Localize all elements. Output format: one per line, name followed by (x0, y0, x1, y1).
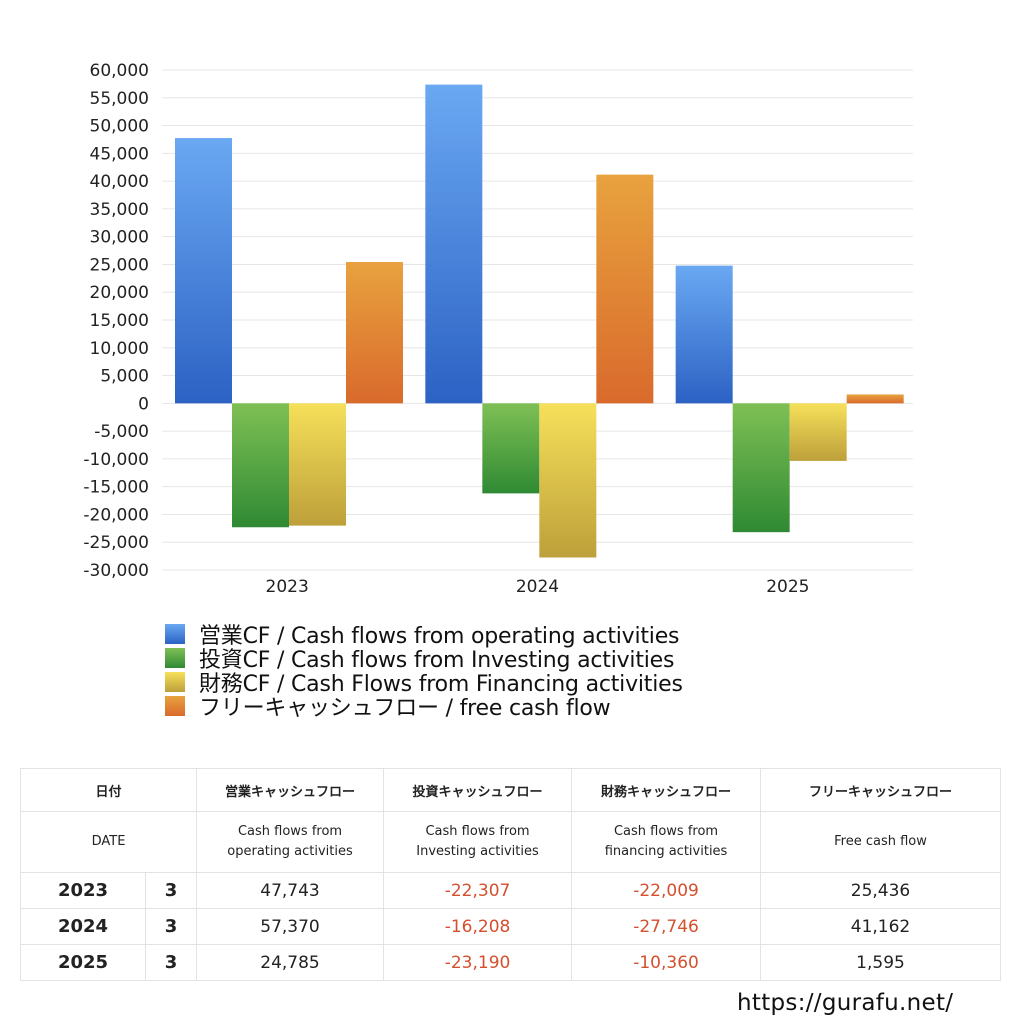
y-tick-label: 40,000 (90, 172, 149, 192)
bar-operating-2025 (675, 265, 733, 404)
row-investing: -22,307 (383, 872, 573, 909)
legend-item-free-cash-flow: フリーキャッシュフロー / free cash flow (165, 694, 683, 721)
header-financing-en: Cash flows from financing activities (571, 811, 762, 873)
y-tick-label: -20,000 (83, 505, 149, 525)
header-free-cash-flow-jp: フリーキャッシュフロー (760, 768, 1002, 812)
bar-free-cash-flow-2023 (346, 262, 403, 404)
y-tick-label: -15,000 (83, 478, 149, 498)
cash-flow-chart: 60,000 55,000 50,000 45,000 40,000 35,000 30,0… (83, 61, 913, 597)
row-investing: -23,190 (383, 944, 573, 981)
header-date-en: DATE (19, 811, 198, 873)
legend-label-investing: 投資CF / Cash flows from Investing activit… (199, 648, 675, 673)
y-tick-label: 50,000 (90, 117, 149, 137)
y-tick-label: 0 (138, 394, 149, 414)
legend-swatch-investing (165, 648, 185, 668)
header-investing-en-line2: Investing activities (416, 844, 539, 859)
legend-swatch-free-cash-flow (165, 696, 185, 716)
bar-operating-2024 (425, 84, 483, 404)
bar-investing-2023 (232, 403, 289, 528)
header-investing-en: Cash flows from Investing activities (383, 811, 573, 873)
row-financing: -22,009 (571, 872, 762, 909)
row-financing: -10,360 (571, 944, 762, 981)
y-tick-label: -5,000 (94, 422, 149, 442)
row-financing: -27,746 (571, 908, 762, 945)
table-header-en: DATE Cash flows from operating activities… (19, 811, 1002, 873)
row-month: 3 (144, 944, 198, 981)
row-operating: 57,370 (196, 908, 385, 945)
row-year: 2024 (20, 908, 146, 945)
legend-item-financing: 財務CF / Cash Flows from Financing activit… (165, 670, 683, 697)
legend-label-financing: 財務CF / Cash Flows from Financing activit… (199, 672, 683, 697)
row-free-cash-flow: 1,595 (760, 944, 1002, 981)
legend-swatch-financing (165, 672, 185, 692)
y-tick-label: 5,000 (100, 367, 149, 387)
x-category-label: 2023 (266, 577, 309, 597)
y-tick-label: 45,000 (90, 144, 149, 164)
legend-item-operating: 営業CF / Cash flows from operating activit… (165, 622, 683, 649)
row-year: 2025 (20, 944, 146, 981)
legend-label-free-cash-flow: フリーキャッシュフロー / free cash flow (199, 696, 611, 721)
row-operating: 24,785 (196, 944, 385, 981)
bar-free-cash-flow-2025 (846, 394, 904, 404)
table-header-jp: 日付 営業キャッシュフロー 投資キャッシュフロー 財務キャッシュフロー フリーキ… (19, 768, 1002, 812)
bar-financing-2025 (789, 403, 847, 461)
bar-investing-2025 (732, 403, 790, 533)
row-month: 3 (144, 908, 198, 945)
y-tick-label: 60,000 (90, 61, 149, 81)
header-date-jp: 日付 (19, 768, 198, 812)
x-category-label: 2024 (516, 577, 559, 597)
site-url-link[interactable]: https://gurafu.net/ (737, 990, 954, 1016)
header-financing-en-line1: Cash flows from (613, 824, 719, 839)
header-operating-en-line1: Cash flows from (237, 824, 343, 839)
header-free-cash-flow-en: Free cash flow (760, 811, 1002, 873)
x-axis-categories: 2023 2024 2025 (266, 577, 810, 597)
cash-flow-table: 日付 営業キャッシュフロー 投資キャッシュフロー 財務キャッシュフロー フリーキ… (19, 768, 1002, 981)
row-free-cash-flow: 25,436 (760, 872, 1002, 909)
y-tick-label: 35,000 (90, 200, 149, 220)
table-row: 2025 3 24,785 -23,190 -10,360 1,595 (20, 944, 1002, 981)
y-tick-label: 20,000 (90, 283, 149, 303)
chart-legend: 営業CF / Cash flows from operating activit… (165, 622, 683, 721)
header-financing-jp: 財務キャッシュフロー (571, 768, 762, 812)
y-tick-label: 10,000 (90, 339, 149, 359)
y-tick-label: 55,000 (90, 89, 149, 109)
y-tick-label: 15,000 (90, 311, 149, 331)
x-category-label: 2025 (766, 577, 809, 597)
header-operating-en-line2: operating activities (227, 844, 353, 859)
header-financing-en-line2: financing activities (604, 844, 728, 859)
y-tick-label: 25,000 (90, 255, 149, 275)
legend-swatch-operating (165, 624, 185, 644)
bars (175, 84, 904, 558)
header-investing-jp: 投資キャッシュフロー (383, 768, 573, 812)
y-tick-label: -10,000 (83, 450, 149, 470)
row-operating: 47,743 (196, 872, 385, 909)
row-year: 2023 (20, 872, 146, 909)
row-free-cash-flow: 41,162 (760, 908, 1002, 945)
legend-label-operating: 営業CF / Cash flows from operating activit… (199, 624, 680, 649)
legend-item-investing: 投資CF / Cash flows from Investing activit… (165, 646, 683, 673)
bar-investing-2024 (482, 403, 540, 494)
bar-financing-2024 (539, 403, 597, 558)
y-tick-label: -30,000 (83, 561, 149, 581)
header-operating-en: Cash flows from operating activities (196, 811, 385, 873)
bar-free-cash-flow-2024 (596, 174, 654, 404)
header-operating-jp: 営業キャッシュフロー (196, 768, 385, 812)
y-tick-label: -25,000 (83, 533, 149, 553)
header-investing-en-line1: Cash flows from (425, 824, 530, 839)
row-investing: -16,208 (383, 908, 573, 945)
table-row: 2024 3 57,370 -16,208 -27,746 41,162 (20, 908, 1002, 945)
y-axis-ticks: 60,000 55,000 50,000 45,000 40,000 35,000 30,0… (83, 61, 149, 581)
row-month: 3 (144, 872, 198, 909)
bar-operating-2023 (175, 138, 232, 404)
y-tick-label: 30,000 (90, 228, 149, 248)
bar-financing-2023 (289, 403, 346, 526)
table-row: 2023 3 47,743 -22,307 -22,009 25,436 (20, 872, 1002, 909)
